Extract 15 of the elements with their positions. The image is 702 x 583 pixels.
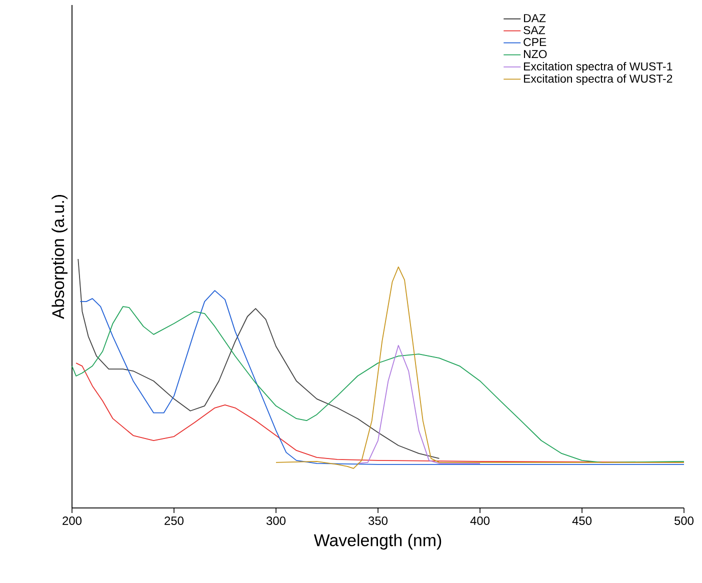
x-tick-label: 450	[572, 516, 592, 525]
legend-label: SAZ	[524, 26, 546, 34]
x-axis-title: Wavelength (nm)	[314, 534, 442, 550]
legend-label: NZO	[524, 50, 547, 58]
legend-label: CPE	[524, 38, 546, 46]
x-tick-label: 400	[470, 516, 490, 525]
legend-label: Excitation spectra of WUST-1	[524, 62, 672, 73]
legend-label: Excitation spectra of WUST-2	[524, 74, 672, 85]
x-tick-label: 200	[62, 516, 82, 525]
legend-label: DAZ	[524, 14, 546, 22]
x-tick-label: 250	[164, 516, 184, 525]
x-tick-label: 300	[266, 516, 286, 525]
x-tick-label: 500	[674, 516, 694, 525]
y-axis-title: Absorption (a.u.)	[52, 194, 68, 320]
x-tick-label: 350	[368, 516, 388, 525]
